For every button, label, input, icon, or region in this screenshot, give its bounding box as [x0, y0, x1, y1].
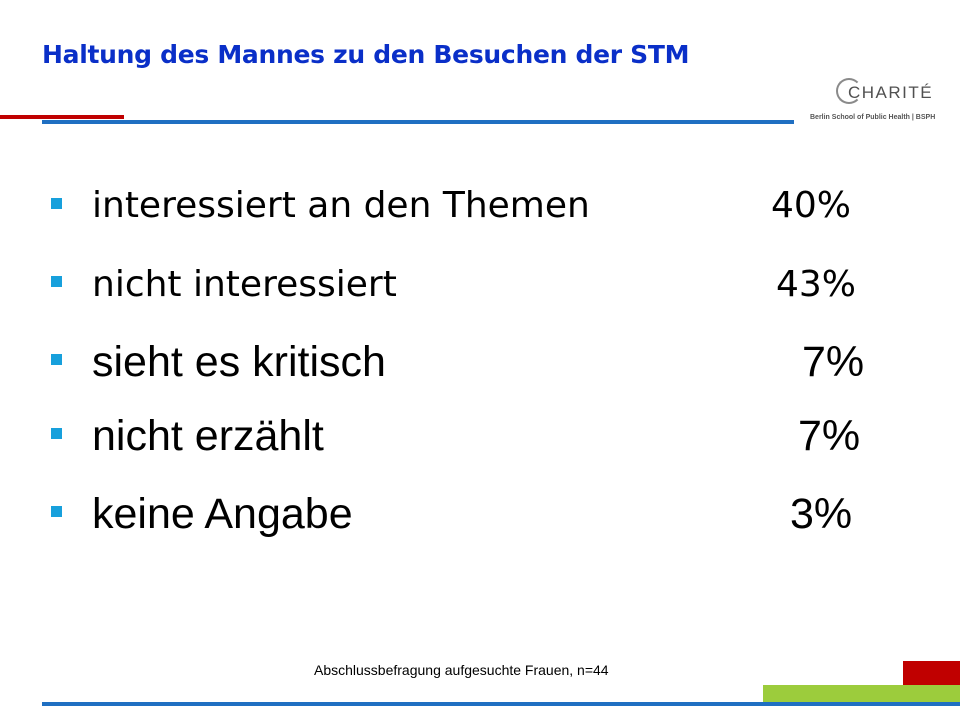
item-label: keine Angabe — [92, 490, 353, 538]
item-value: 43% — [776, 264, 857, 305]
item-value: 7% — [802, 338, 865, 386]
square-bullet-icon — [51, 198, 62, 209]
top-red-rule — [0, 115, 124, 119]
top-blue-rule — [42, 120, 794, 124]
slide-title: Haltung des Mannes zu den Besuchen der S… — [42, 40, 690, 69]
item-label: interessiert an den Themen — [92, 185, 590, 226]
source-footnote: Abschlussbefragung aufgesuchte Frauen, n… — [314, 662, 609, 678]
list-item: keine Angabe 3% — [0, 486, 960, 546]
item-label: sieht es kritisch — [92, 338, 386, 386]
square-bullet-icon — [51, 428, 62, 439]
result-list: interessiert an den Themen 40% nicht int… — [0, 178, 960, 546]
logo-wordmark: CHARITÉ — [848, 83, 934, 102]
charite-logo: CHARITÉ Berlin School of Public Health |… — [806, 78, 956, 126]
list-item: nicht interessiert 43% — [0, 256, 960, 316]
item-value: 40% — [771, 185, 852, 226]
list-item: sieht es kritisch 7% — [0, 334, 960, 394]
square-bullet-icon — [51, 354, 62, 365]
item-value: 7% — [798, 412, 861, 460]
square-bullet-icon — [51, 506, 62, 517]
bottom-red-block — [903, 661, 960, 686]
list-item: nicht erzählt 7% — [0, 408, 960, 468]
item-value: 3% — [790, 490, 853, 538]
bottom-blue-rule — [42, 702, 960, 706]
item-label: nicht interessiert — [92, 264, 397, 305]
square-bullet-icon — [51, 276, 62, 287]
item-label: nicht erzählt — [92, 412, 324, 460]
logo-subtitle: Berlin School of Public Health | BSPH — [810, 114, 936, 121]
logo-ring-icon — [836, 78, 862, 104]
bottom-green-block — [763, 685, 960, 702]
list-item: interessiert an den Themen 40% — [0, 178, 960, 238]
